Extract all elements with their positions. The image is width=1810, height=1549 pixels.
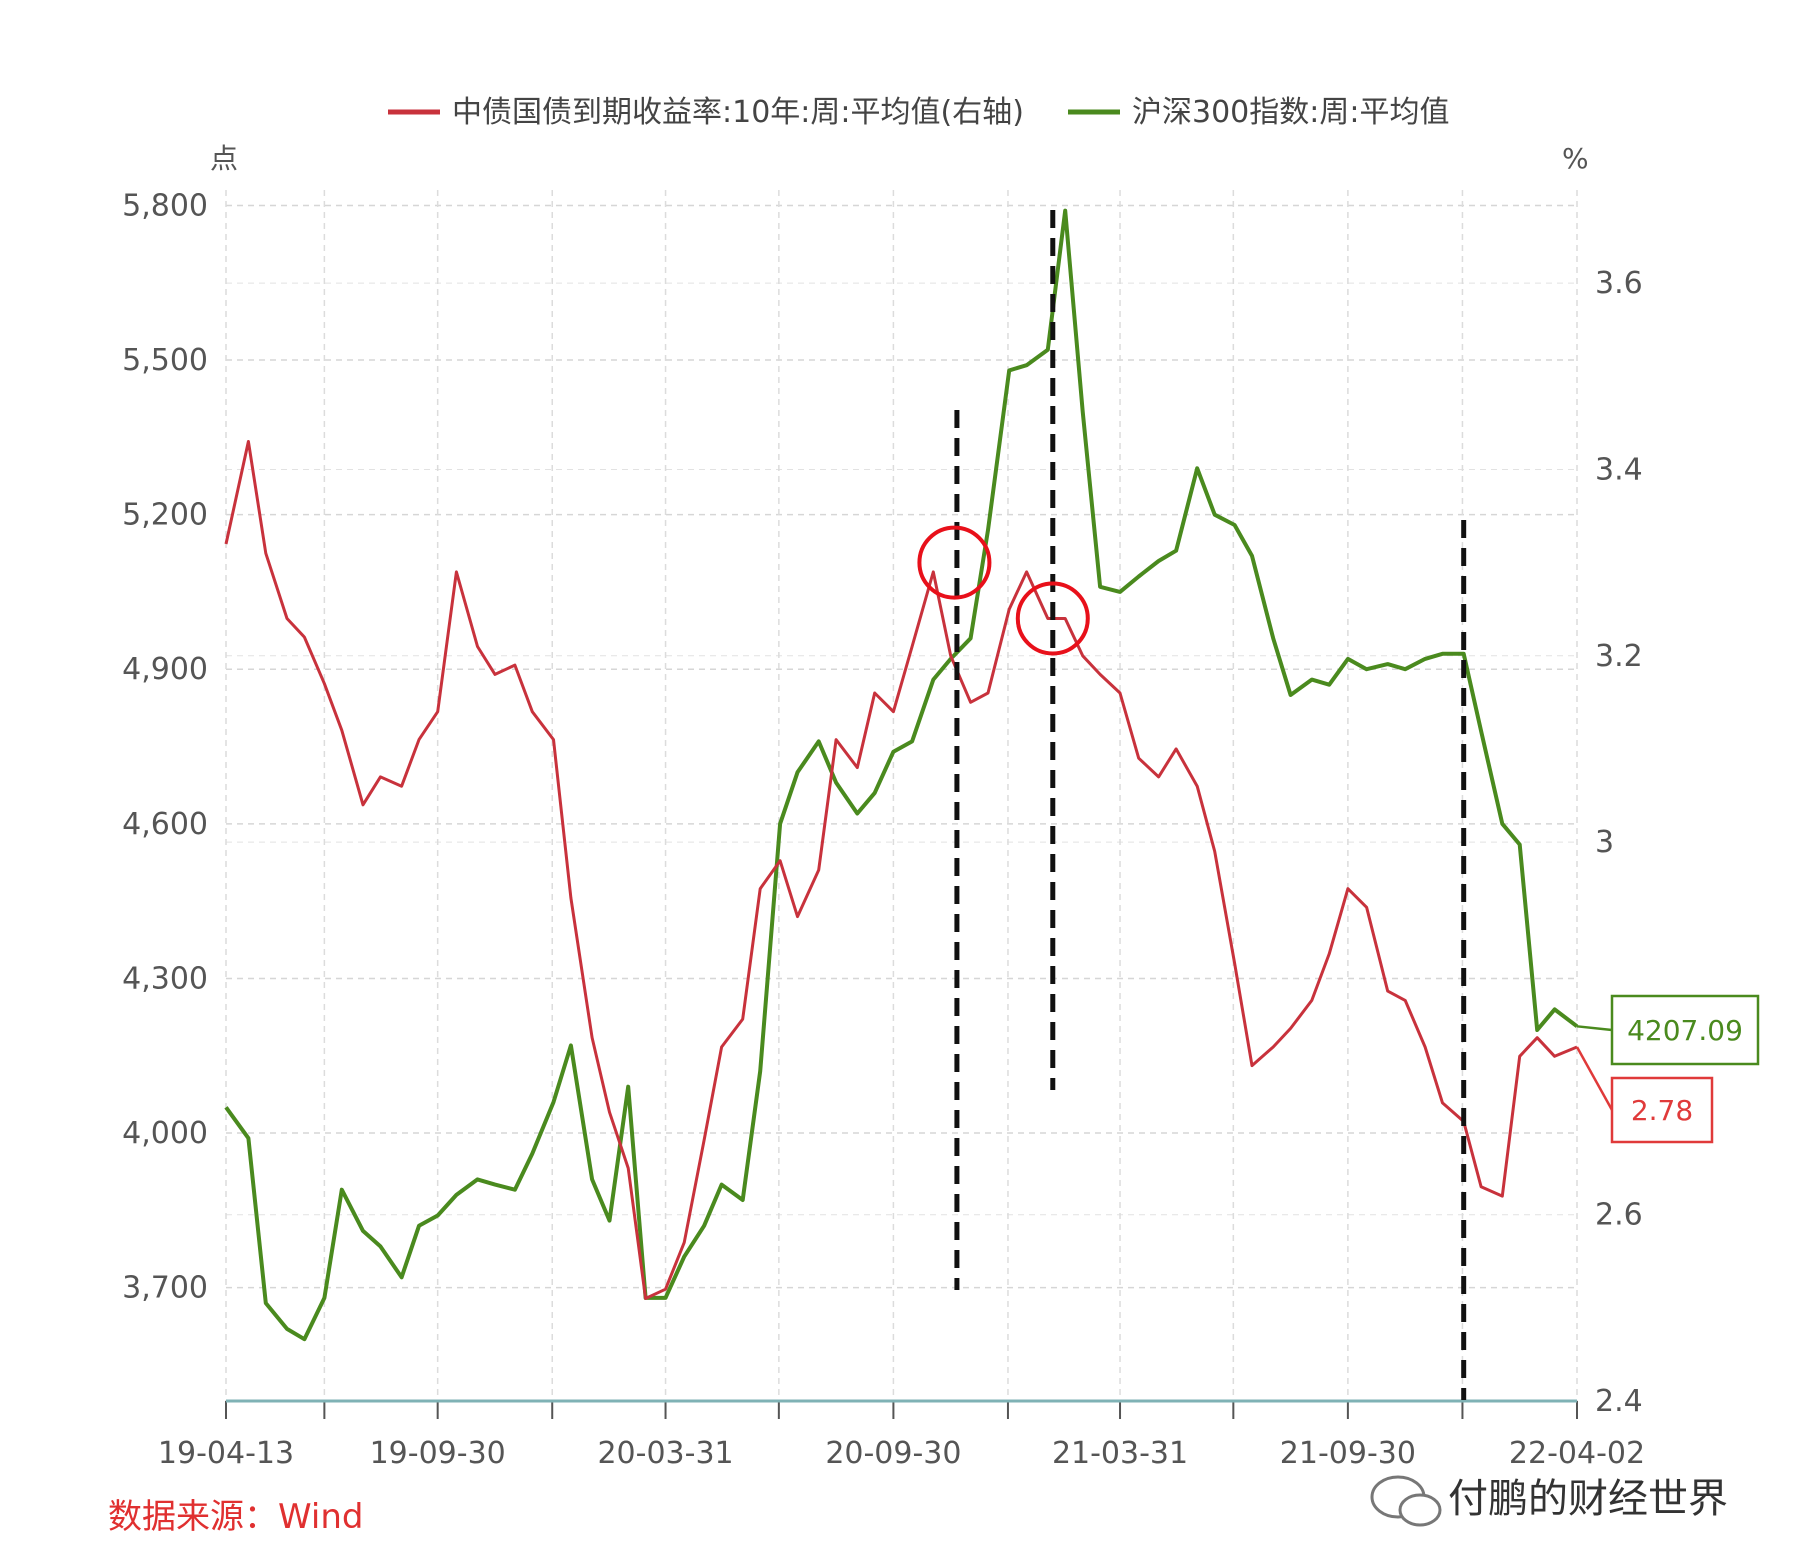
callout-leader — [1575, 1046, 1614, 1111]
right-tick-label: 2.6 — [1595, 1198, 1643, 1233]
wechat-icon — [1370, 1475, 1442, 1527]
data-source: 数据来源：Wind — [108, 1497, 363, 1537]
left-tick-label: 3,700 — [122, 1271, 208, 1306]
left-axis-unit: 点 — [210, 142, 238, 175]
left-tick-label: 4,600 — [122, 807, 208, 842]
left-tick-label: 4,900 — [122, 652, 208, 687]
value-callout: 2.78 — [1575, 1046, 1714, 1144]
left-tick-label: 4,300 — [122, 961, 208, 996]
right-tick-label: 2.4 — [1595, 1384, 1643, 1419]
legend-label-csi300: 沪深300指数:周:平均值 — [1132, 95, 1449, 130]
right-tick-label: 3.4 — [1595, 452, 1643, 487]
callout-box — [1610, 1076, 1714, 1144]
csi300-line — [224, 208, 1579, 1342]
right-tick-label: 3.2 — [1595, 639, 1643, 674]
legend: 中债国债到期收益率:10年:周:平均值(右轴) 沪深300指数:周:平均值 — [388, 95, 1449, 130]
x-tick-label: 21-03-31 — [1052, 1436, 1188, 1471]
callout-box — [1610, 994, 1760, 1066]
value-callout: 4207.09 — [1576, 994, 1760, 1066]
x-tick-label: 21-09-30 — [1280, 1436, 1416, 1471]
callout-leader — [1576, 1025, 1613, 1032]
x-tick-label: 22-04-02 — [1509, 1436, 1645, 1471]
right-axis-unit: % — [1562, 142, 1589, 175]
right-tick-label: 3.6 — [1595, 266, 1643, 301]
yield-line — [224, 440, 1578, 1300]
highlight-circle — [917, 525, 992, 600]
series-layer — [224, 208, 1579, 1342]
x-tick-label: 20-03-31 — [597, 1436, 733, 1471]
watermark: 付鹏的财经世界 — [1448, 1476, 1728, 1522]
legend-label-yield: 中债国债到期收益率:10年:周:平均值(右轴) — [452, 95, 1024, 130]
annotation-layer: 4207.09 2.78 — [917, 210, 1760, 1400]
left-tick-label: 5,800 — [122, 188, 208, 223]
x-tick-label: 19-09-30 — [370, 1436, 506, 1471]
callout-label: 4207.09 — [1627, 1014, 1743, 1047]
callout-label: 2.78 — [1631, 1094, 1693, 1127]
x-tick-label: 19-04-13 — [158, 1436, 294, 1471]
x-tick-label: 20-09-30 — [825, 1436, 961, 1471]
highlight-circle — [1015, 581, 1090, 656]
left-tick-label: 5,500 — [122, 343, 208, 378]
right-tick-label: 3 — [1595, 825, 1614, 860]
left-tick-label: 5,200 — [122, 498, 208, 533]
left-tick-label: 4,000 — [122, 1116, 208, 1151]
axes: 5,800 5,500 5,200 4,900 4,600 4,300 4,000 3,700… — [122, 188, 1645, 1471]
